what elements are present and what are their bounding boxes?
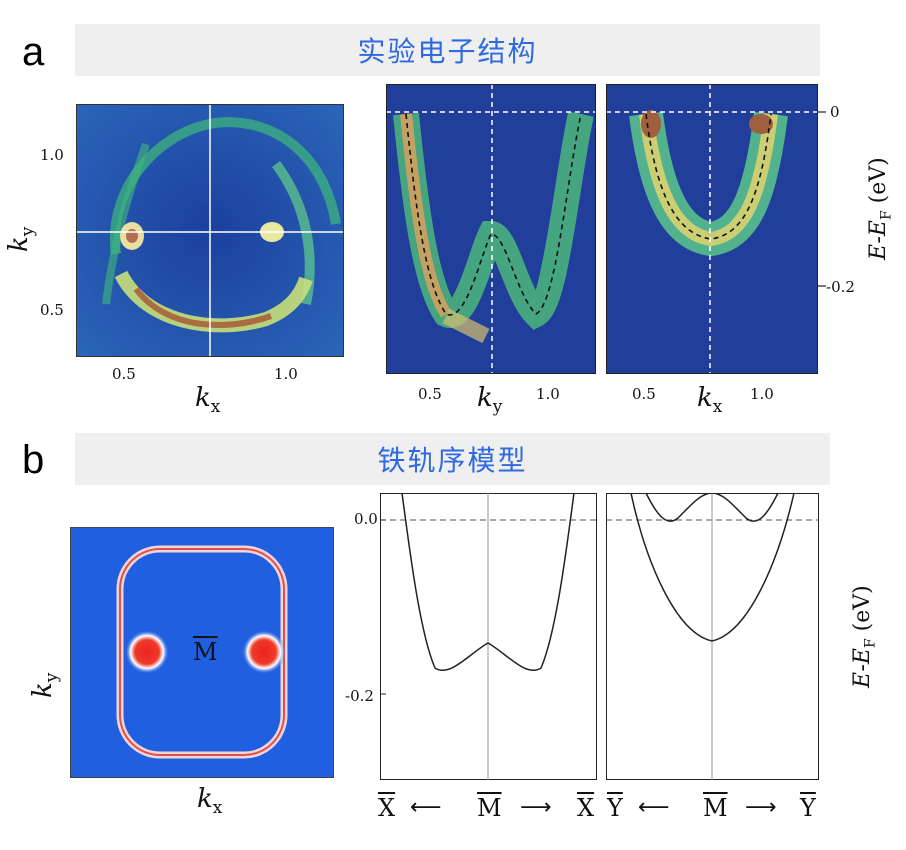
panel-a-letter: a	[22, 30, 45, 74]
left-cut-mid-label: M	[477, 794, 502, 822]
model-fermi-map	[70, 527, 334, 778]
cut-kx-xlabel: kx	[697, 383, 723, 418]
right-arrow-icon: ⟶	[520, 795, 552, 820]
left-arrow-icon: ⟵	[410, 795, 442, 820]
model-band-ymy	[606, 493, 819, 780]
fermi-map-ylabel: ky	[4, 226, 39, 252]
experimental-fermi-map	[76, 104, 344, 357]
panel-b-energy-tick: -0.2	[345, 687, 374, 705]
cut-ky-xtick: 0.5	[418, 385, 442, 403]
panel-a-energy-tick: -0.2	[826, 278, 855, 296]
cut-ky-xlabel: ky	[477, 383, 503, 418]
left-cut-end-label: X	[577, 794, 595, 822]
cut-kx-xtick: 0.5	[632, 385, 656, 403]
panel-b-energy-tick: 0.0	[354, 510, 378, 528]
right-cut-mid-label: M	[703, 794, 728, 822]
model-band-xmx	[380, 493, 597, 780]
fermi-map-ytick: 0.5	[40, 301, 64, 319]
cut-ky-xtick: 1.0	[536, 385, 560, 403]
model-map-xlabel: kx	[197, 784, 223, 819]
right-cut-end-label: Y	[800, 794, 816, 822]
panel-b-energy-label: E-EF (eV)	[850, 585, 879, 688]
panel-a-banner: 实验电子结构	[75, 24, 820, 76]
panel-b-banner: 铁轨序模型	[75, 433, 830, 485]
model-map-m-point: M	[193, 638, 218, 666]
panel-a-energy-label: E-EF (eV)	[866, 157, 895, 260]
fermi-map-ytick: 1.0	[40, 146, 64, 164]
experimental-cut-ky	[386, 84, 596, 374]
panel-b-letter: b	[22, 438, 45, 482]
panel-a-energy-tick: 0	[830, 103, 840, 121]
panel-a-energy-axis	[818, 111, 826, 287]
fermi-map-xlabel: kx	[195, 383, 221, 418]
experimental-cut-kx	[606, 84, 818, 374]
fermi-map-xtick: 1.0	[274, 365, 298, 383]
left-arrow-icon: ⟵	[638, 795, 670, 820]
left-cut-start-label: X	[378, 794, 396, 822]
right-arrow-icon: ⟶	[745, 795, 777, 820]
model-map-ylabel: ky	[28, 672, 63, 698]
fermi-map-xtick: 0.5	[112, 365, 136, 383]
right-cut-start-label: Y	[607, 794, 623, 822]
cut-kx-xtick: 1.0	[750, 385, 774, 403]
